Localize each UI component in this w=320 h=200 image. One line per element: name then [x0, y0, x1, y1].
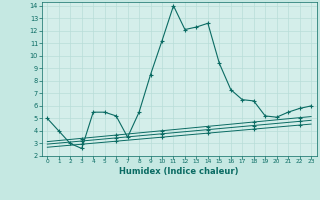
- X-axis label: Humidex (Indice chaleur): Humidex (Indice chaleur): [119, 167, 239, 176]
